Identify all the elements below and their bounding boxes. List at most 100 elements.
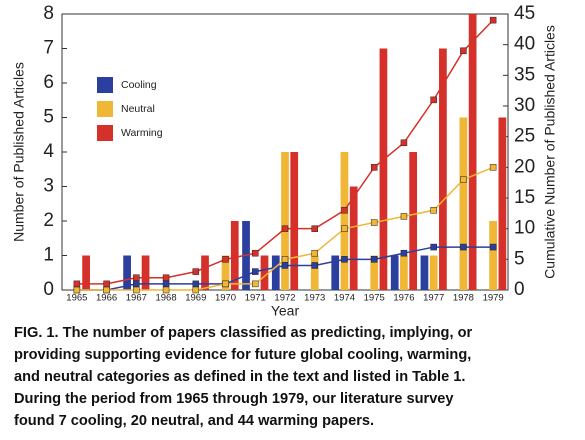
cumulative-marker <box>222 280 229 288</box>
x-axis-title: Year <box>271 303 300 319</box>
cumulative-marker <box>73 286 81 294</box>
x-tick-label: 1966 <box>96 293 117 304</box>
bar <box>439 48 447 290</box>
bar <box>82 255 90 290</box>
bar <box>420 255 429 290</box>
y2-tick-label: 10 <box>514 218 535 239</box>
cumulative-marker <box>133 274 140 281</box>
cumulative-marker <box>430 96 437 104</box>
chart: Number of Published Articles Cumulative … <box>11 3 558 319</box>
bar <box>230 221 239 290</box>
x-tick-label: 1978 <box>453 293 474 304</box>
x-tick-label: 1975 <box>364 293 385 304</box>
cumulative-marker <box>489 16 497 24</box>
bar <box>390 255 399 290</box>
bar <box>310 255 319 290</box>
bar <box>123 255 131 290</box>
cumulative-marker <box>192 280 200 288</box>
x-tick-label: 1967 <box>126 293 147 304</box>
cumulative-marker <box>341 207 348 214</box>
bar <box>400 255 408 290</box>
bar <box>331 255 340 290</box>
bar <box>379 48 388 290</box>
bar <box>260 255 269 290</box>
cumulative-marker <box>370 256 378 263</box>
x-tick-label: 1977 <box>423 293 444 304</box>
cumulative-marker <box>311 249 318 257</box>
bar <box>281 152 289 290</box>
y-tick-label: 6 <box>43 72 54 93</box>
cumulative-marker <box>133 286 140 294</box>
cumulative-marker <box>430 243 437 251</box>
cumulative-marker <box>281 256 289 263</box>
bar <box>221 255 230 290</box>
caption-line: found 7 cooling, 20 neutral, and 44 warm… <box>14 413 375 429</box>
cumulative-marker <box>489 164 497 171</box>
cumulative-marker <box>192 268 200 275</box>
cumulative-marker <box>460 243 467 251</box>
x-tick-label: 1971 <box>245 293 266 304</box>
cumulative-marker <box>460 47 467 55</box>
y2-tick-label: 0 <box>514 279 525 300</box>
cumulative-marker <box>222 256 229 263</box>
bar <box>489 221 497 290</box>
y2-tick-label: 40 <box>514 34 535 55</box>
bar <box>468 14 477 290</box>
y2-tick-label: 30 <box>514 95 535 116</box>
x-tick-label: 1969 <box>185 293 206 304</box>
caption-line: During the period from 1965 through 1979… <box>14 391 454 407</box>
cumulative-marker <box>311 262 318 269</box>
cumulative-marker <box>252 249 259 257</box>
cumulative-marker <box>73 280 81 288</box>
cumulative-marker <box>281 225 289 232</box>
cumulative-marker <box>281 262 289 269</box>
bar <box>429 255 438 290</box>
cumulative-marker <box>162 286 170 294</box>
bar <box>290 152 299 290</box>
cumulative-marker <box>133 280 140 288</box>
x-tick-label: 1965 <box>66 293 87 304</box>
y2-tick-label: 5 <box>514 248 525 269</box>
cumulative-marker <box>341 256 348 263</box>
x-tick-label: 1976 <box>393 293 414 304</box>
cumulative-marker <box>162 274 170 281</box>
bar <box>498 117 507 290</box>
cumulative-marker <box>400 213 408 220</box>
bar <box>349 186 358 290</box>
cumulative-marker <box>252 268 259 275</box>
x-tick-label: 1979 <box>483 293 504 304</box>
y2-tick-label: 45 <box>514 3 535 24</box>
cumulative-marker <box>103 286 110 294</box>
y-axis-title: Number of Published Articles <box>11 62 27 242</box>
y-tick-label: 0 <box>43 279 54 300</box>
bar <box>271 255 280 290</box>
cumulative-marker <box>192 286 200 294</box>
y-tick-label: 1 <box>43 245 54 266</box>
bar <box>370 255 379 290</box>
cumulative-marker <box>252 280 259 288</box>
caption-line: providing supporting evidence for future… <box>14 347 472 363</box>
bar <box>201 255 209 290</box>
y2-tick-label: 15 <box>514 187 535 208</box>
x-tick-label: 1970 <box>215 293 236 304</box>
caption-line: FIG. 1. The number of papers classified … <box>14 325 473 341</box>
y-tick-label: 8 <box>43 3 54 24</box>
bar <box>141 255 150 290</box>
legend-label: Neutral <box>121 103 155 115</box>
cumulative-marker <box>103 280 110 288</box>
y2-tick-label: 35 <box>514 64 535 85</box>
cumulative-marker <box>400 249 408 257</box>
x-tick-label: 1968 <box>155 293 176 304</box>
x-tick-label: 1972 <box>274 293 295 304</box>
legend-swatch <box>97 77 113 93</box>
cumulative-marker <box>400 139 408 147</box>
x-tick-label: 1973 <box>304 293 325 304</box>
y-tick-label: 3 <box>43 176 54 197</box>
legend-swatch <box>97 125 113 141</box>
bar <box>340 152 349 290</box>
legend-swatch <box>97 101 113 117</box>
legend-label: Cooling <box>121 79 157 91</box>
cumulative-marker <box>162 280 170 288</box>
x-tick-label: 1974 <box>334 293 355 304</box>
y-tick-label: 7 <box>43 38 54 59</box>
